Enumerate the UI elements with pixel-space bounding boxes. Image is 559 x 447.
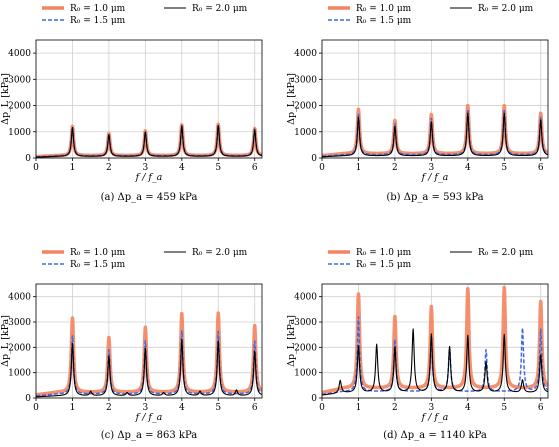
x-tick-label: 6 — [252, 403, 258, 413]
y-axis-label: Δp_L [kPa] — [286, 315, 297, 367]
legend-label-2: R₀ = 1.5 μm — [70, 16, 126, 26]
x-axis-label: f / f_a — [421, 412, 449, 423]
legend-label-3: R₀ = 2.0 μm — [478, 4, 534, 14]
x-tick-label: 2 — [392, 403, 398, 413]
x-tick-label: 0 — [33, 163, 39, 173]
legend-label-1: R₀ = 1.0 μm — [70, 248, 126, 258]
x-tick-label: 3 — [142, 403, 148, 413]
x-tick-label: 2 — [106, 163, 112, 173]
panel-4: 0 1 2 3 4 5 6 0 1000 2000 3000 4000 f / f_a Δp_L [kPa… — [286, 248, 549, 441]
legend-label-3: R₀ = 2.0 μm — [478, 248, 534, 258]
x-tick-label: 4 — [465, 163, 471, 173]
axes-frame — [321, 283, 549, 399]
x-tick-label: 5 — [215, 163, 221, 173]
x-tick-label: 1 — [356, 403, 362, 413]
x-tick-label: 4 — [179, 163, 185, 173]
x-axis-label: f / f_a — [135, 172, 163, 183]
y-tick-label: 3000 — [294, 318, 317, 328]
panel-3: 0 1 2 3 4 5 6 0 1000 2000 3000 4000 f / f_a Δp_L [kPa… — [0, 248, 263, 441]
series-line-3 — [36, 338, 262, 398]
y-axis-label: Δp_L [kPa] — [0, 73, 11, 125]
x-tick-label: 2 — [392, 163, 398, 173]
axes-frame — [35, 283, 263, 399]
panel-2: 0 1 2 3 4 5 6 0 1000 2000 3000 4000 f / f_a Δp_L [kPa… — [286, 4, 549, 203]
x-tick-label: 5 — [501, 403, 507, 413]
x-tick-label: 3 — [142, 163, 148, 173]
axes-frame — [321, 39, 549, 159]
x-tick-label: 6 — [538, 403, 544, 413]
x-axis-label: f / f_a — [135, 412, 163, 423]
x-tick-label: 0 — [319, 163, 325, 173]
panel-caption: (a) Δp_a = 459 kPa — [101, 192, 198, 203]
y-tick-label: 4000 — [294, 293, 317, 303]
panel-caption: (d) Δp_a = 1140 kPa — [383, 430, 487, 441]
y-tick-label: 3000 — [8, 75, 31, 85]
y-tick-label: 1000 — [8, 369, 31, 379]
x-tick-label: 4 — [179, 403, 185, 413]
x-tick-label: 2 — [106, 403, 112, 413]
y-tick-label: 1000 — [294, 128, 317, 138]
legend-label-2: R₀ = 1.5 μm — [70, 260, 126, 270]
y-tick-label: 0 — [25, 154, 31, 164]
y-tick-label: 4000 — [8, 293, 31, 303]
x-tick-label: 6 — [538, 163, 544, 173]
legend-label-1: R₀ = 1.0 μm — [70, 4, 126, 14]
y-tick-label: 3000 — [294, 75, 317, 85]
series-line-1 — [322, 285, 548, 395]
series-line-3 — [322, 328, 548, 396]
y-tick-label: 1000 — [294, 369, 317, 379]
y-tick-label: 2000 — [8, 343, 31, 353]
x-tick-label: 4 — [465, 403, 471, 413]
x-tick-label: 5 — [215, 403, 221, 413]
y-tick-label: 2000 — [294, 102, 317, 112]
y-axis-label: Δp_L [kPa] — [286, 73, 297, 125]
x-tick-label: 0 — [33, 403, 39, 413]
y-tick-label: 2000 — [294, 343, 317, 353]
x-tick-label: 5 — [501, 163, 507, 173]
panel-caption: (b) Δp_a = 593 kPa — [386, 192, 483, 203]
legend-label-2: R₀ = 1.5 μm — [356, 260, 412, 270]
y-tick-label: 0 — [25, 394, 31, 404]
panel-caption: (c) Δp_a = 863 kPa — [101, 430, 198, 441]
y-tick-label: 0 — [311, 394, 317, 404]
legend-label-2: R₀ = 1.5 μm — [356, 16, 412, 26]
x-axis-label: f / f_a — [421, 172, 449, 183]
axes-frame — [35, 39, 263, 159]
x-tick-label: 1 — [356, 163, 362, 173]
y-tick-label: 4000 — [294, 49, 317, 59]
y-tick-label: 1000 — [8, 128, 31, 138]
legend-label-3: R₀ = 2.0 μm — [192, 4, 248, 14]
x-tick-label: 1 — [70, 403, 76, 413]
legend-label-1: R₀ = 1.0 μm — [356, 4, 412, 14]
legend-label-3: R₀ = 2.0 μm — [192, 248, 248, 258]
y-tick-label: 3000 — [8, 318, 31, 328]
y-tick-label: 0 — [311, 154, 317, 164]
y-tick-label: 4000 — [8, 49, 31, 59]
x-tick-label: 3 — [428, 163, 434, 173]
x-tick-label: 0 — [319, 403, 325, 413]
x-tick-label: 6 — [252, 163, 258, 173]
x-tick-label: 1 — [70, 163, 76, 173]
y-tick-label: 2000 — [8, 102, 31, 112]
x-tick-label: 3 — [428, 403, 434, 413]
series-line-3 — [322, 112, 548, 158]
series-line-3 — [36, 124, 262, 158]
legend-label-1: R₀ = 1.0 μm — [356, 248, 412, 258]
panel-1: 0 1 2 3 4 5 6 0 1000 2000 3000 4000 f / f_a Δp_L [kPa… — [0, 4, 263, 203]
y-axis-label: Δp_L [kPa] — [0, 315, 11, 367]
